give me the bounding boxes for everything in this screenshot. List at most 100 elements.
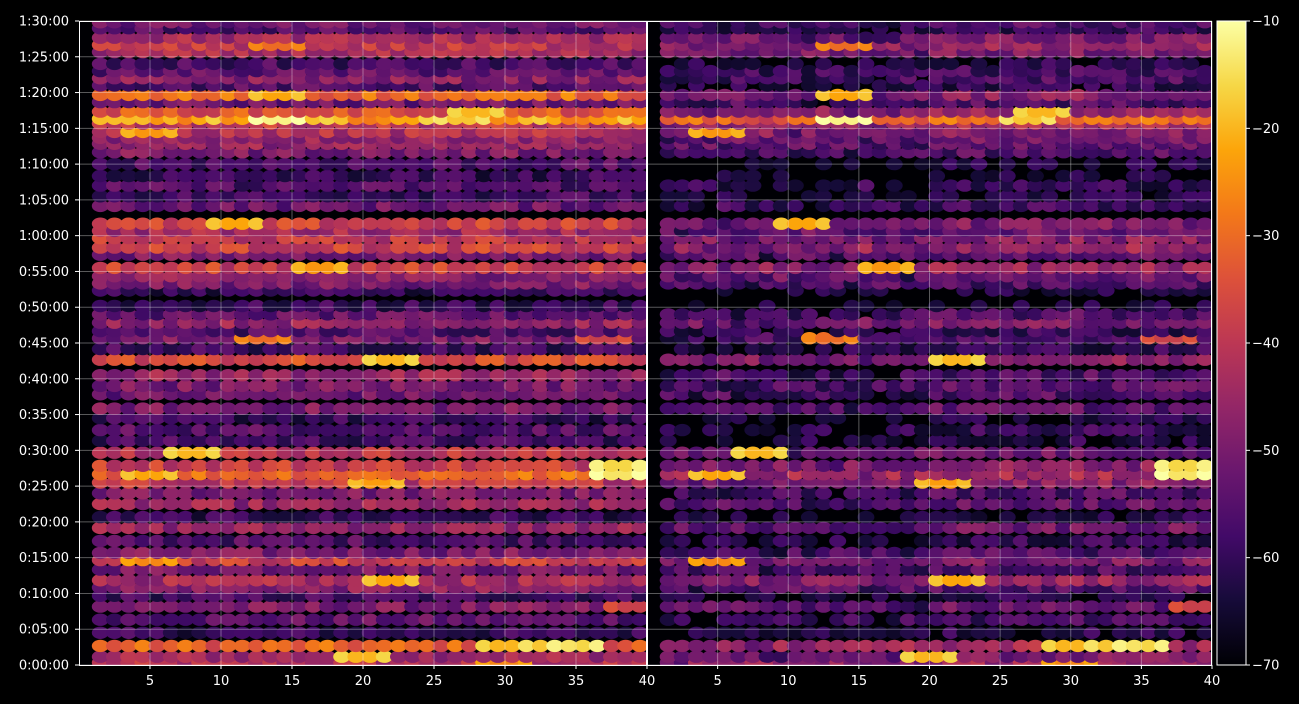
heat-cell (1182, 21, 1200, 29)
heat-cell (956, 446, 974, 459)
heat-cell (899, 446, 917, 459)
heat-cell (970, 497, 988, 511)
heat-cell (702, 626, 720, 639)
heat-cell (885, 353, 903, 366)
heat-cell (304, 534, 322, 548)
heat-cell (1069, 600, 1087, 613)
heat-cell (998, 369, 1016, 382)
heat-cell (262, 459, 280, 472)
heat-cell (843, 402, 861, 415)
heat-cell (871, 497, 889, 511)
heat-cell (276, 600, 294, 613)
heat-cell (475, 423, 493, 437)
heat-cell (1139, 342, 1157, 356)
heat-cell (106, 169, 123, 183)
heat-cell (546, 650, 564, 663)
heat-cell (716, 402, 734, 415)
heat-cell (786, 487, 804, 500)
heat-cell (461, 190, 478, 203)
heat-cell (248, 261, 265, 275)
heat-cell (532, 199, 549, 213)
heat-cell (177, 411, 194, 425)
heat-cell (191, 459, 209, 472)
heat-cell (716, 563, 734, 576)
heat-cell (162, 411, 180, 425)
heat-cell (418, 521, 436, 535)
heat-cell (956, 31, 974, 44)
heat-cell (177, 157, 194, 171)
heat-cell (361, 379, 379, 393)
heat-cell (1041, 626, 1059, 639)
heat-cell (162, 88, 180, 102)
heat-cell (772, 534, 790, 548)
heat-cell (489, 574, 507, 587)
heat-cell (730, 459, 748, 472)
heat-cell (219, 534, 237, 548)
heat-cell (942, 21, 960, 29)
heat-cell (942, 613, 960, 626)
heat-cell (673, 105, 691, 118)
heat-cell (546, 639, 564, 653)
heat-cell (730, 353, 748, 366)
heat-cell (1125, 342, 1143, 356)
heat-cell (588, 639, 606, 653)
heat-cell (588, 299, 606, 313)
heat-cell (857, 31, 875, 44)
heat-cell (1182, 639, 1200, 653)
heat-cell (1069, 308, 1087, 321)
heat-cell (404, 379, 422, 393)
heat-cell (134, 179, 152, 192)
heat-cell (998, 88, 1016, 102)
heat-cell (560, 639, 578, 653)
heat-cell (603, 613, 620, 626)
heat-cell (162, 353, 180, 366)
heat-cell (800, 369, 818, 382)
heat-cell (673, 199, 691, 213)
heat-cell (248, 190, 265, 203)
heat-cell (475, 261, 493, 275)
heat-cell (857, 639, 875, 653)
heat-cell (588, 521, 606, 535)
heat-cell (603, 21, 620, 29)
heat-cell (347, 105, 365, 118)
heat-cell (290, 650, 308, 663)
heat-cell (361, 369, 379, 382)
heat-cell (432, 105, 450, 118)
heat-cell (1041, 650, 1059, 663)
heat-cell (191, 600, 209, 613)
heat-cell (120, 423, 138, 437)
heat-cell (333, 157, 351, 171)
heat-cell (857, 402, 875, 415)
heat-cell (772, 342, 790, 356)
heat-cell (404, 199, 422, 213)
heat-cell (687, 600, 705, 613)
heat-cell (418, 57, 436, 71)
heat-cell (617, 446, 635, 459)
panel-left (91, 21, 647, 666)
heat-cell (177, 402, 194, 415)
heat-cell (716, 261, 734, 275)
heat-cell (1196, 446, 1212, 459)
heat-cell (631, 626, 647, 639)
heat-cell (276, 487, 294, 500)
heat-cell (517, 434, 535, 447)
heat-cell (333, 639, 351, 653)
heat-cell (489, 626, 507, 639)
heat-cell (899, 199, 917, 213)
heat-cell (432, 379, 450, 393)
heat-cell (815, 105, 833, 118)
heat-cell (319, 88, 336, 102)
heat-cell (418, 574, 436, 587)
heat-cell (744, 169, 762, 183)
heat-cell (205, 411, 223, 425)
heat-cell (744, 600, 762, 613)
heat-cell (120, 241, 138, 254)
heat-cell (162, 521, 180, 535)
heat-cell (786, 369, 804, 382)
heat-cell (475, 510, 493, 524)
heat-cell (532, 369, 549, 382)
heat-cell (702, 563, 720, 576)
heat-cell (659, 459, 677, 472)
heat-cell (800, 190, 818, 203)
heat-cell (134, 434, 152, 447)
